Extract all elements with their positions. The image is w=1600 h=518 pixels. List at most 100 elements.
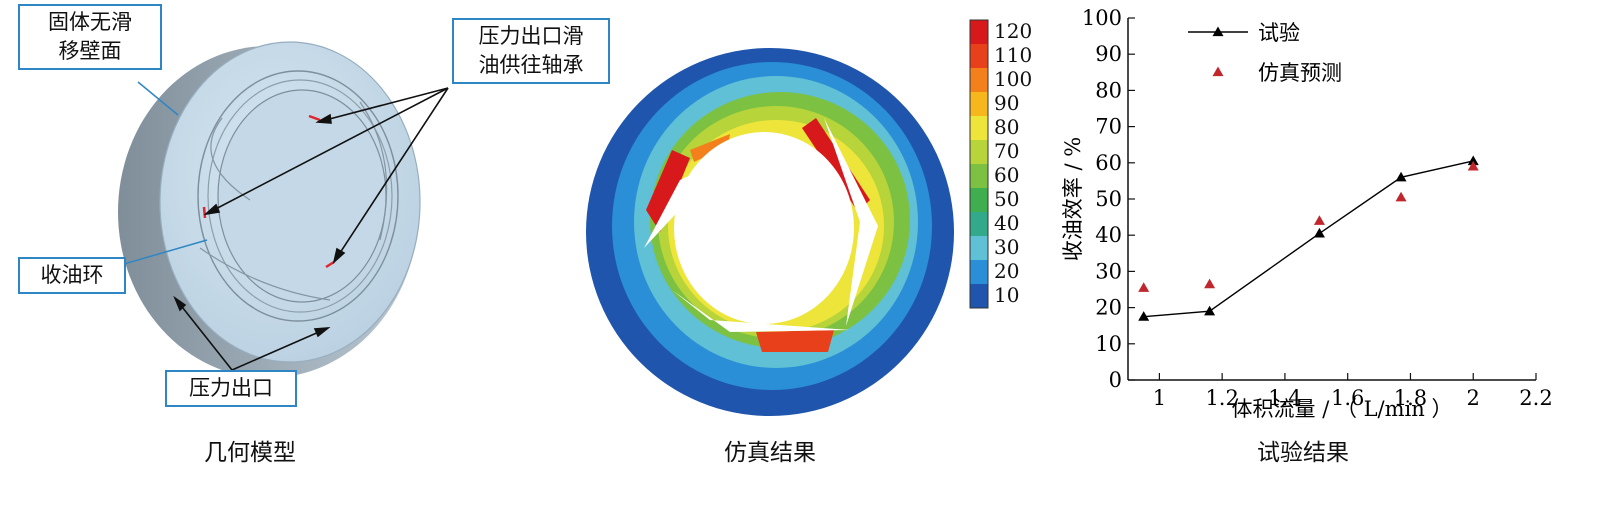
data-point [1467,155,1479,166]
leader-ring [123,239,208,265]
callout-pressure-outlet-bearing: 压力出口滑 油供往轴承 [452,18,610,84]
geometry-figure [118,41,449,378]
simulation-caption: 仿真结果 [724,440,816,466]
arrowhead [313,327,331,338]
hot-spot [756,330,834,352]
y-tick-label: 100 [1082,6,1122,30]
colorbar-swatch [970,140,988,164]
y-tick-label: 10 [1095,332,1122,356]
outlet-mark [202,206,207,219]
data-point [1204,305,1216,316]
data-point [1313,215,1325,225]
slot [672,290,850,332]
efficiency-chart: 0 10 20 30 40 50 60 70 80 90 100 1 1.2 1.4 1.6 1.8 2 2.2 体… [1061,6,1553,421]
x-tick-label: 1.8 [1394,386,1427,410]
data-point [1204,278,1216,289]
x-tick-label: 2.2 [1519,386,1552,410]
outlet-mark [308,114,321,122]
hot-spot [646,150,690,232]
colorbar-swatch [970,236,988,260]
arrow-bearing-2 [205,87,449,215]
colorbar-tick-label: 110 [994,43,1032,67]
x-tick-label: 1.4 [1268,386,1301,410]
x-tick-label: 1.2 [1205,386,1238,410]
inner-hole [674,132,854,324]
callout-solid-wall: 固体无滑 移壁面 [18,4,162,70]
legend-label: 试验 [1258,21,1300,45]
leader-wall [137,81,179,116]
channel-line [359,101,388,241]
legend-label: 仿真预测 [1258,61,1342,85]
test-panel: 0 10 20 30 40 50 60 70 80 90 100 1 1.2 1.4 1.6 1.8 2 2.2 体… [1050,0,1600,514]
y-tick-label: 90 [1095,42,1122,66]
slot [824,118,878,326]
colorbar-tick-label: 40 [994,211,1019,235]
y-tick-label: 40 [1095,223,1122,247]
data-point [1138,282,1150,292]
colorbar-tick-label: 30 [994,235,1019,259]
colorbar-tick-label: 60 [994,163,1019,187]
colorbar-frame [969,19,989,309]
legend-marker [1212,66,1224,77]
legend-marker [1212,26,1224,37]
colorbar-tick-label: 90 [994,91,1019,115]
inner-ring-outer [197,70,399,322]
colorbar-tick-label: 50 [994,187,1019,211]
channel-line [199,247,331,301]
hot-spot [690,134,730,162]
y-tick-label: 80 [1095,78,1122,102]
y-tick-label: 70 [1095,115,1122,139]
colorbar-swatch [970,260,988,284]
x-tick-label: 2 [1467,386,1480,410]
colorbar-swatch [970,44,988,68]
y-tick-label: 60 [1095,151,1122,175]
arrow-outlet-2 [231,327,329,371]
geometry-panel: 固体无滑 移壁面 压力出口滑 油供往轴承 收油环 压力出口 几何模型 [0,0,610,514]
y-tick-label: 0 [1109,368,1122,392]
data-point [1138,311,1150,321]
data-point [1467,160,1479,171]
colorbar-swatch [970,188,988,212]
callout-pressure-outlet: 压力出口 [165,370,297,407]
x-axis-label: 体积流量 / （ L/min ） [1232,397,1453,421]
colorbar-tick-label: 100 [994,67,1032,91]
arrow-outlet-1 [174,297,233,371]
arrowhead [203,203,221,216]
colorbar-tick-label: 70 [994,139,1019,163]
x-tick-label: 1 [1153,386,1166,410]
callout-oil-ring: 收油环 [18,257,126,294]
y-axis-label: 收油效率 / % [1061,137,1085,261]
colorbar-tick-label: 120 [994,19,1032,43]
y-tick-label: 50 [1095,187,1122,211]
outlet-mark [325,260,335,269]
arrow-bearing-3 [333,87,449,263]
channel-line [210,117,251,201]
inner-bore [217,89,387,303]
data-point [1395,171,1407,182]
colorbar-swatch [970,284,988,308]
arrowhead [315,113,332,124]
series-line [1143,160,1474,318]
colorbar-tick-label: 80 [994,115,1019,139]
colorbar-swatch [970,92,988,116]
colorbar-tick-label: 10 [994,283,1019,307]
geometry-caption: 几何模型 [204,440,296,466]
colorbar-swatch [970,68,988,92]
y-tick-label: 30 [1095,259,1122,283]
simulation-panel: 120 110 100 90 80 70 60 50 40 30 20 10 仿真结果 [580,0,1050,514]
arrowhead [173,295,187,312]
colorbar-swatch [970,164,988,188]
colorbar-swatch [970,212,988,236]
colorbar-tick-label: 20 [994,259,1019,283]
data-point [1313,227,1325,238]
x-tick-label: 1.6 [1331,386,1364,410]
colorbar-swatch [970,116,988,140]
colorbar-swatch [970,20,988,44]
data-point [1395,191,1407,202]
arrowhead [332,247,346,265]
y-tick-label: 20 [1095,296,1122,320]
inner-ring [207,79,393,313]
test-caption: 试验结果 [1257,440,1349,466]
